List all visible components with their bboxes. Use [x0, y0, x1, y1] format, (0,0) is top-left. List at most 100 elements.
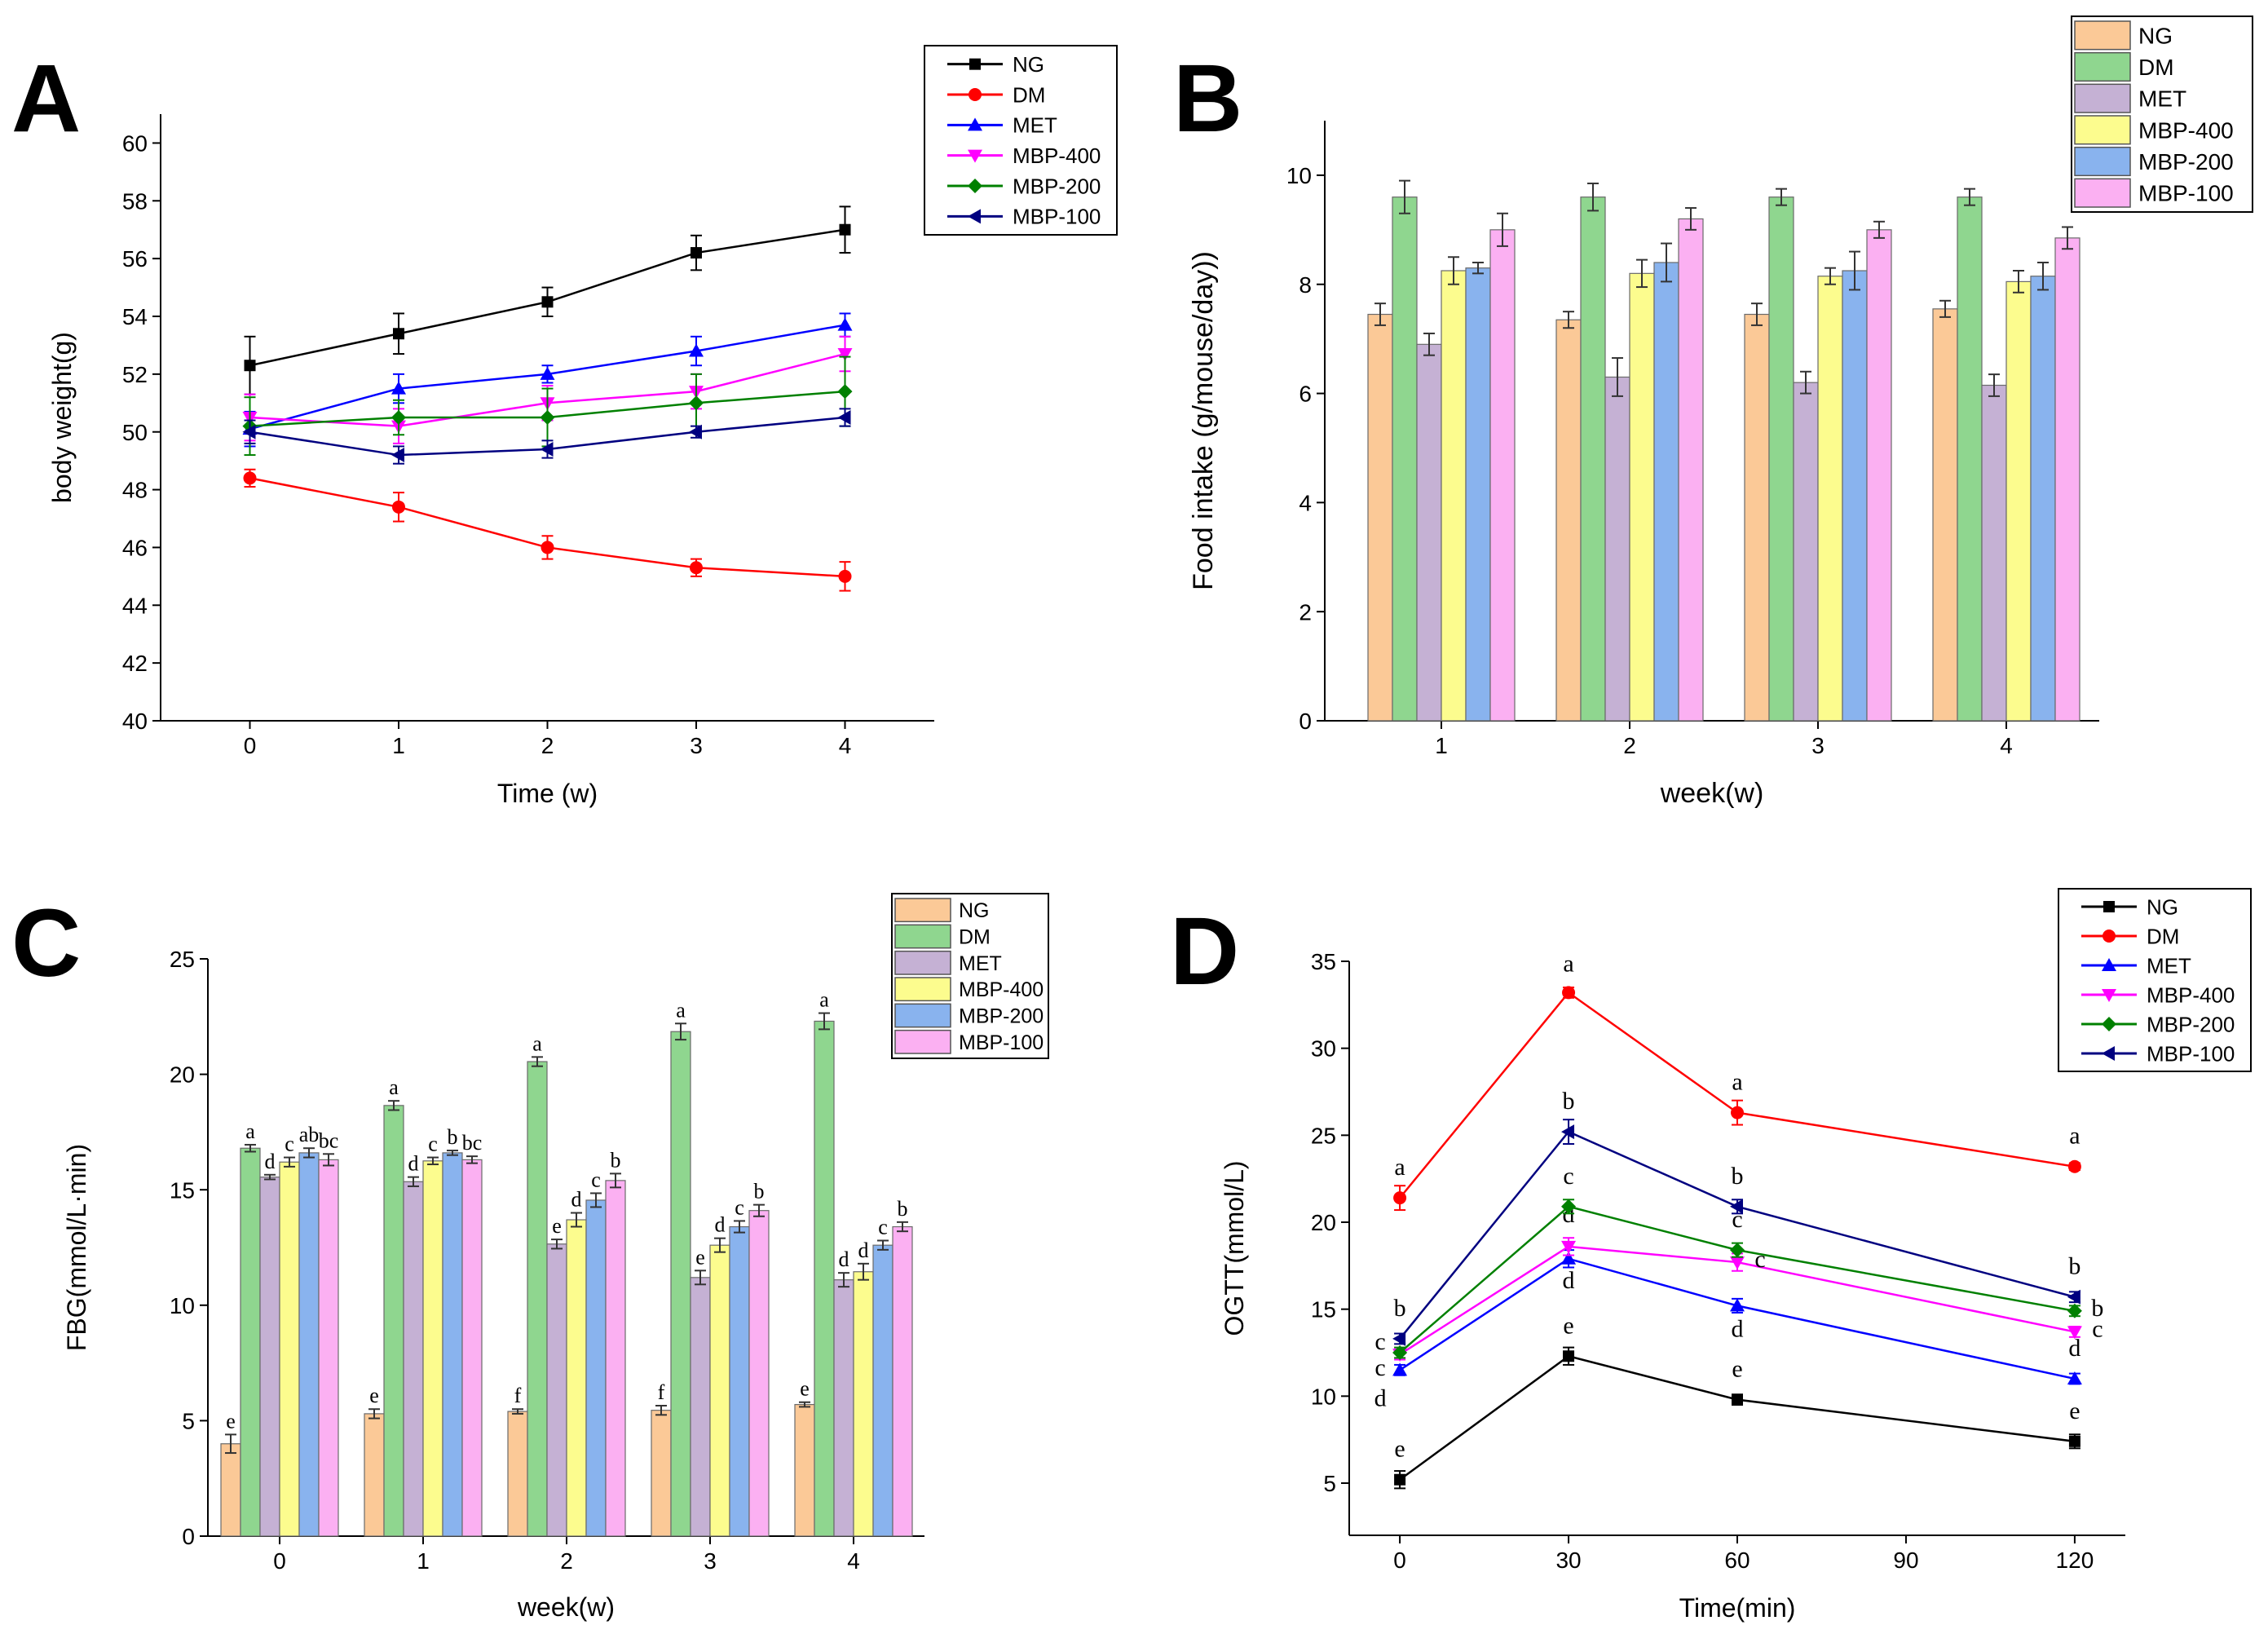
bar-group: e [794, 1377, 815, 1537]
bar-group: d [853, 1239, 874, 1537]
data-point [2067, 1289, 2080, 1305]
bar-group: d [403, 1152, 424, 1537]
data-point [391, 448, 404, 463]
data-point [691, 247, 702, 259]
bar-group: e [364, 1384, 385, 1537]
y-axis-label: FBG(mmol/L·min) [62, 1144, 91, 1351]
bar-group: c [872, 1216, 894, 1537]
bar-group: a [383, 1075, 404, 1537]
bar-group [2005, 270, 2032, 722]
x-tick-label: 0 [273, 1548, 286, 1574]
error-bar [734, 1220, 745, 1234]
bar-group [1441, 256, 1467, 722]
data-point [1730, 1199, 1743, 1214]
significance-label: b [448, 1125, 458, 1149]
bar-group [1580, 182, 1606, 722]
error-bar [1636, 258, 1648, 289]
significance-label: b [754, 1180, 765, 1203]
bar-ng [220, 1443, 241, 1537]
data-point [1732, 1393, 1743, 1406]
data-point [540, 441, 554, 457]
y-tick-label: 44 [122, 593, 148, 618]
chart-a: 40 42 44 46 48 50 52 54 56 58 60 0 1 2 3 4 Time (w) body … [47, 45, 1118, 808]
legend-label-mbp-100: MBP-100 [1013, 205, 1101, 229]
legend-label-mbp-400: MBP-400 [2138, 117, 2234, 143]
bar-group: d [709, 1213, 730, 1537]
legend-label-dm: DM [2147, 924, 2179, 948]
bar-group: bc [318, 1128, 339, 1537]
bar-mbp-200 [442, 1152, 463, 1537]
bar-ng [1555, 319, 1582, 722]
error-bar [264, 1173, 276, 1181]
legend-swatch-mbp-200 [894, 1003, 951, 1028]
data-point [1392, 1362, 1408, 1376]
legend-label-dm: DM [1013, 82, 1045, 107]
bar-group: ab [298, 1123, 320, 1537]
bar-mbp-400 [2005, 280, 2032, 722]
panel-letter-b: B [1173, 45, 1243, 152]
bar-group: d [566, 1188, 587, 1537]
error-bar [368, 1408, 380, 1420]
bar-mbp-100 [318, 1159, 339, 1537]
data-point [391, 381, 406, 395]
legend-label-mbp-400: MBP-400 [2147, 983, 2235, 1007]
bar-mbp-100 [2054, 237, 2080, 722]
significance-label: ab [299, 1123, 320, 1146]
legend-swatch-ng [2074, 20, 2131, 51]
legend-item-mbp-100: MBP-100 [2074, 178, 2234, 208]
bar-group: b [748, 1180, 770, 1537]
bar-group: d [833, 1247, 854, 1537]
error-bar [655, 1404, 667, 1416]
bar-group: a [670, 998, 691, 1537]
bar-mbp-100 [1678, 218, 1704, 722]
legend-label-mbp-200: MBP-200 [1013, 174, 1101, 198]
bar-mbp-100 [605, 1180, 626, 1537]
significance-label: c [1563, 1163, 1573, 1190]
data-point [2067, 1303, 2082, 1318]
x-tick-label: 90 [1893, 1548, 1918, 1573]
error-bar [1423, 332, 1435, 356]
significance-label: c [1754, 1246, 1765, 1273]
legend-label-mbp-200: MBP-200 [2138, 149, 2234, 174]
data-point [838, 569, 852, 583]
legend-item-mbp-100: MBP-100 [894, 1029, 1044, 1054]
bar-mbp-400 [1629, 272, 1655, 722]
legend-frame [2058, 888, 2252, 1072]
significance-label: b [1732, 1163, 1744, 1190]
data-point [2067, 1371, 2082, 1384]
error-bar [1873, 220, 1885, 239]
significance-label: e [369, 1384, 379, 1407]
error-bar [388, 1100, 399, 1111]
bar-group [1629, 258, 1655, 722]
error-bar [590, 1192, 602, 1208]
legend-label-mbp-400: MBP-400 [959, 978, 1044, 1001]
legend-item-dm: DM [2074, 51, 2174, 82]
bar-group: b [442, 1125, 463, 1537]
error-bar [1497, 212, 1508, 247]
error-bar [303, 1147, 315, 1159]
data-point [839, 223, 851, 236]
x-tick-label: 3 [690, 733, 703, 758]
significance-label: a [532, 1031, 542, 1055]
legend-label-met: MET [2138, 86, 2186, 112]
series-line-ng [1399, 1354, 2076, 1481]
y-tick-label: 5 [1323, 1471, 1336, 1496]
y-tick-label: 40 [122, 709, 148, 734]
legend-item-ng: NG [947, 52, 1044, 77]
legend-item-mbp-200: MBP-200 [894, 1003, 1044, 1028]
error-bar [532, 1056, 543, 1067]
legend-item-met: MET [947, 113, 1057, 138]
series-line-met [1399, 1257, 2076, 1380]
data-point [2068, 1435, 2080, 1447]
bar-group: c [585, 1168, 607, 1537]
bar-group [1678, 207, 1704, 722]
x-tick-label: 120 [2056, 1548, 2094, 1573]
error-bar [1448, 256, 1459, 285]
error-bar [1612, 357, 1623, 397]
bar-group [1744, 302, 1770, 722]
legend-swatch-mbp-400 [2074, 115, 2131, 145]
legend-swatch-met [894, 950, 951, 975]
data-point [837, 348, 853, 362]
legend-item-met: MET [2081, 953, 2191, 978]
